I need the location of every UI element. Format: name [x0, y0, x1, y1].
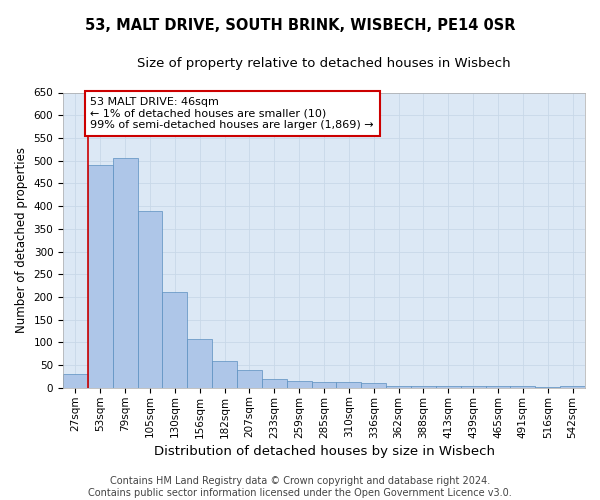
Bar	[262, 378, 287, 388]
Bar	[237, 370, 262, 388]
Text: 53 MALT DRIVE: 46sqm
← 1% of detached houses are smaller (10)
99% of semi-detach: 53 MALT DRIVE: 46sqm ← 1% of detached ho…	[91, 97, 374, 130]
Bar	[311, 382, 337, 388]
Bar	[511, 386, 535, 388]
Y-axis label: Number of detached properties: Number of detached properties	[15, 147, 28, 333]
Bar	[212, 360, 237, 388]
Bar	[386, 386, 411, 388]
X-axis label: Distribution of detached houses by size in Wisbech: Distribution of detached houses by size …	[154, 444, 494, 458]
Title: Size of property relative to detached houses in Wisbech: Size of property relative to detached ho…	[137, 58, 511, 70]
Bar	[88, 165, 113, 388]
Bar	[560, 386, 585, 388]
Text: Contains HM Land Registry data © Crown copyright and database right 2024.
Contai: Contains HM Land Registry data © Crown c…	[88, 476, 512, 498]
Bar	[63, 374, 88, 388]
Bar	[113, 158, 137, 388]
Bar	[485, 386, 511, 388]
Text: 53, MALT DRIVE, SOUTH BRINK, WISBECH, PE14 0SR: 53, MALT DRIVE, SOUTH BRINK, WISBECH, PE…	[85, 18, 515, 32]
Bar	[163, 292, 187, 388]
Bar	[137, 210, 163, 388]
Bar	[535, 387, 560, 388]
Bar	[287, 381, 311, 388]
Bar	[337, 382, 361, 388]
Bar	[411, 386, 436, 388]
Bar	[361, 383, 386, 388]
Bar	[187, 339, 212, 388]
Bar	[436, 386, 461, 388]
Bar	[461, 386, 485, 388]
